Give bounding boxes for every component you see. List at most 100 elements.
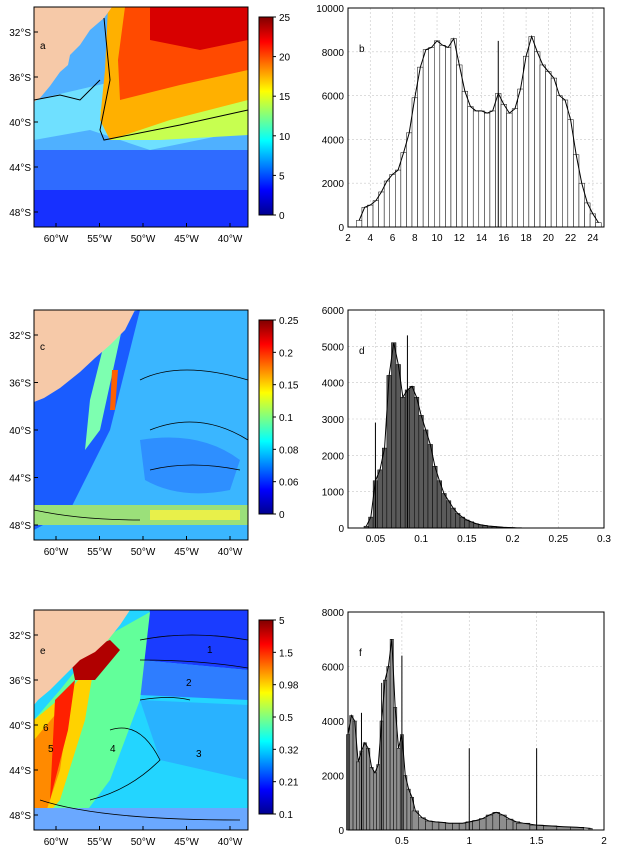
map-axes-e: 32°S 36°S 40°S 44°S 48°S 60°W 55°W 50°W 45°W 40°W… xyxy=(9,616,299,848)
land-c xyxy=(34,310,135,402)
y-tick-label: 6000 xyxy=(322,663,345,674)
histogram-bar xyxy=(418,817,426,831)
x-tick-label: 10 xyxy=(431,233,443,244)
x-tick-label: 8 xyxy=(412,233,418,244)
histogram-bar xyxy=(372,200,379,228)
map-panel-a: a xyxy=(33,6,249,228)
histogram-bar xyxy=(403,775,408,831)
histogram-bar xyxy=(595,222,602,228)
histogram-bar xyxy=(406,132,413,228)
histogram-bar xyxy=(409,386,415,529)
histogram-bar xyxy=(376,764,381,831)
histogram-bar xyxy=(427,444,433,529)
y-tick-label: 3000 xyxy=(322,415,345,426)
lon-tick-label: 50°W xyxy=(131,234,156,245)
y-tick-label: 10000 xyxy=(316,4,344,15)
lon-tick-label: 40°W xyxy=(218,547,243,558)
histogram-bar xyxy=(484,112,491,228)
y-tick-label: 0 xyxy=(338,223,344,234)
histogram-bar xyxy=(395,169,402,228)
histogram-bar xyxy=(458,822,467,831)
histogram-bar xyxy=(523,55,530,228)
histogram-bar xyxy=(441,493,447,529)
y-tick-label: 6000 xyxy=(322,92,345,103)
lon-tick-label: 60°W xyxy=(44,234,69,245)
lat-tick-label: 36°S xyxy=(9,379,31,390)
region-label: 5 xyxy=(48,744,54,755)
lon-tick-label: 40°W xyxy=(218,234,243,245)
histogram-bar xyxy=(511,108,518,228)
map-axes-a: 32°S 36°S 40°S 44°S 48°S 60°W 55°W 50°W 45°W 40°W… xyxy=(9,13,290,245)
histogram-bar xyxy=(479,818,487,831)
x-tick-label: 2 xyxy=(345,233,351,244)
colorbar-tick-label: 0.06 xyxy=(279,478,299,489)
histogram-bar xyxy=(356,761,361,831)
land-a xyxy=(34,7,112,102)
histogram-bar xyxy=(386,666,391,831)
colorbar-tick-label: 1.5 xyxy=(279,648,293,659)
x-tick-label: 0.5 xyxy=(395,836,409,847)
panel-label-e: e xyxy=(40,646,46,657)
land-e xyxy=(34,610,130,705)
histogram-bar xyxy=(506,818,514,831)
panel-label-f: f xyxy=(359,648,362,659)
lat-tick-label: 32°S xyxy=(9,28,31,39)
x-tick-label: 22 xyxy=(565,233,577,244)
y-tick-label: 4000 xyxy=(322,379,345,390)
histogram-bar xyxy=(418,415,424,529)
histogram-bar xyxy=(478,110,485,228)
panel-label-b: b xyxy=(359,44,365,55)
panel-label-a: a xyxy=(40,41,46,52)
y-tick-label: 8000 xyxy=(322,48,345,59)
x-tick-label: 6 xyxy=(390,233,396,244)
histogram-bar xyxy=(431,821,440,831)
histogram-bar xyxy=(377,469,383,529)
histogram-bar xyxy=(539,64,546,228)
region-label: 3 xyxy=(196,749,202,760)
histogram-bar xyxy=(472,820,480,831)
colorbar-tick-label: 15 xyxy=(279,92,291,103)
histogram-bar xyxy=(367,204,374,228)
colorbar-tick-label: 0.08 xyxy=(279,445,299,456)
histogram-bar xyxy=(528,36,535,228)
x-tick-label: 0.3 xyxy=(597,534,611,545)
x-tick-label: 12 xyxy=(454,233,466,244)
histogram-bar xyxy=(439,44,446,228)
histogram-outline xyxy=(347,639,591,829)
histogram-bar xyxy=(545,71,552,228)
histogram-d: 0.05 0.1 0.15 0.2 0.25 0.3 0 1000 2000 3000 4000 50… xyxy=(322,306,612,545)
lat-tick-label: 36°S xyxy=(9,676,31,687)
lon-tick-label: 40°W xyxy=(218,837,243,848)
x-tick-label: 20 xyxy=(543,233,555,244)
histogram-bar xyxy=(361,207,368,228)
histogram-outline xyxy=(358,34,599,223)
histogram-bar xyxy=(382,447,388,529)
histogram-bar xyxy=(383,679,387,831)
colorbar-a xyxy=(258,16,274,216)
x-tick-label: 0.15 xyxy=(457,534,477,545)
y-tick-label: 4000 xyxy=(322,717,345,728)
histogram-bar xyxy=(506,112,513,228)
map-panel-e: e xyxy=(33,609,249,831)
y-tick-label: 8000 xyxy=(322,608,345,619)
lon-tick-label: 45°W xyxy=(174,547,199,558)
histogram-bar xyxy=(369,767,374,831)
histogram-f: 0.5 1 1.5 2 0 2000 4000 6000 8000 f xyxy=(322,608,607,847)
histogram-bar xyxy=(489,110,496,228)
histogram-bar xyxy=(423,429,429,529)
region-label: 4 xyxy=(110,744,116,755)
lat-tick-label: 48°S xyxy=(9,208,31,219)
histogram-bar xyxy=(464,519,470,529)
histogram-outline xyxy=(365,342,522,529)
y-tick-label: 1000 xyxy=(322,488,345,499)
histogram-bar xyxy=(366,748,371,831)
contour-a xyxy=(99,17,248,141)
histogram-bar xyxy=(414,396,420,529)
histogram-bar xyxy=(472,110,480,228)
histogram-bar xyxy=(589,213,596,228)
panel-label-c: c xyxy=(40,342,45,353)
y-tick-label: 0 xyxy=(338,826,344,837)
lat-tick-label: 40°S xyxy=(9,118,31,129)
x-tick-label: 1.5 xyxy=(530,836,544,847)
y-tick-label: 2000 xyxy=(322,772,345,783)
